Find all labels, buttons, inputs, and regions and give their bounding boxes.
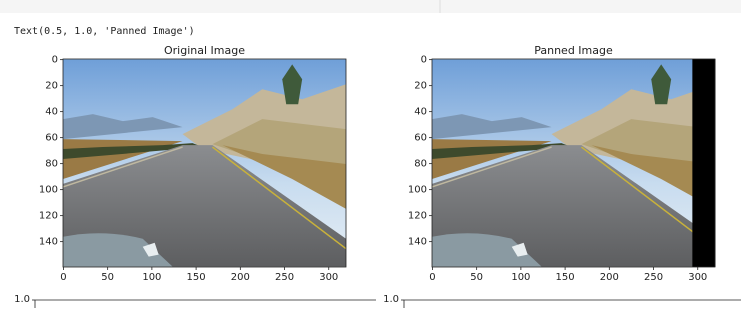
x-tick-label: 0 <box>60 272 66 283</box>
y-tick-label: 0 <box>52 55 58 66</box>
plot-title: Original Image <box>164 44 245 57</box>
x-tick-label: 0 <box>429 272 435 283</box>
x-tick-label: 200 <box>600 272 619 283</box>
image <box>432 59 715 266</box>
y-tick-label: 40 <box>414 107 427 118</box>
y-tick-label: 120 <box>39 211 58 222</box>
x-tick-label: 50 <box>101 272 114 283</box>
notebook-output: Text(0.5, 1.0, 'Panned Image') Original … <box>0 0 741 308</box>
x-tick-label: 50 <box>470 272 483 283</box>
x-tick-label: 200 <box>231 272 250 283</box>
black-pan-band <box>692 59 715 267</box>
output-text: Text(0.5, 1.0, 'Panned Image') <box>14 26 195 37</box>
y-tick-label: 0 <box>421 55 427 66</box>
y-tick-label: 80 <box>414 159 427 170</box>
y-tick-label: 40 <box>45 107 58 118</box>
cell-bar <box>0 0 741 13</box>
y-tick-label: 1.0 <box>383 294 399 305</box>
y-tick-label: 100 <box>408 185 427 196</box>
x-tick-label: 150 <box>556 272 575 283</box>
y-tick-label: 120 <box>408 211 427 222</box>
image <box>63 59 346 266</box>
y-tick-label: 60 <box>414 133 427 144</box>
y-tick-label: 1.0 <box>14 294 30 305</box>
y-tick-label: 100 <box>39 185 58 196</box>
x-tick-label: 100 <box>142 272 161 283</box>
y-tick-label: 60 <box>45 133 58 144</box>
y-tick-label: 80 <box>45 159 58 170</box>
x-tick-label: 100 <box>511 272 530 283</box>
x-tick-label: 150 <box>187 272 206 283</box>
y-tick-label: 140 <box>39 237 58 248</box>
plot-title: Panned Image <box>534 44 613 57</box>
x-tick-label: 300 <box>688 272 707 283</box>
x-tick-label: 250 <box>644 272 663 283</box>
y-tick-label: 140 <box>408 237 427 248</box>
y-tick-label: 20 <box>414 81 427 92</box>
y-tick-label: 20 <box>45 81 58 92</box>
x-tick-label: 250 <box>275 272 294 283</box>
x-tick-label: 300 <box>319 272 338 283</box>
